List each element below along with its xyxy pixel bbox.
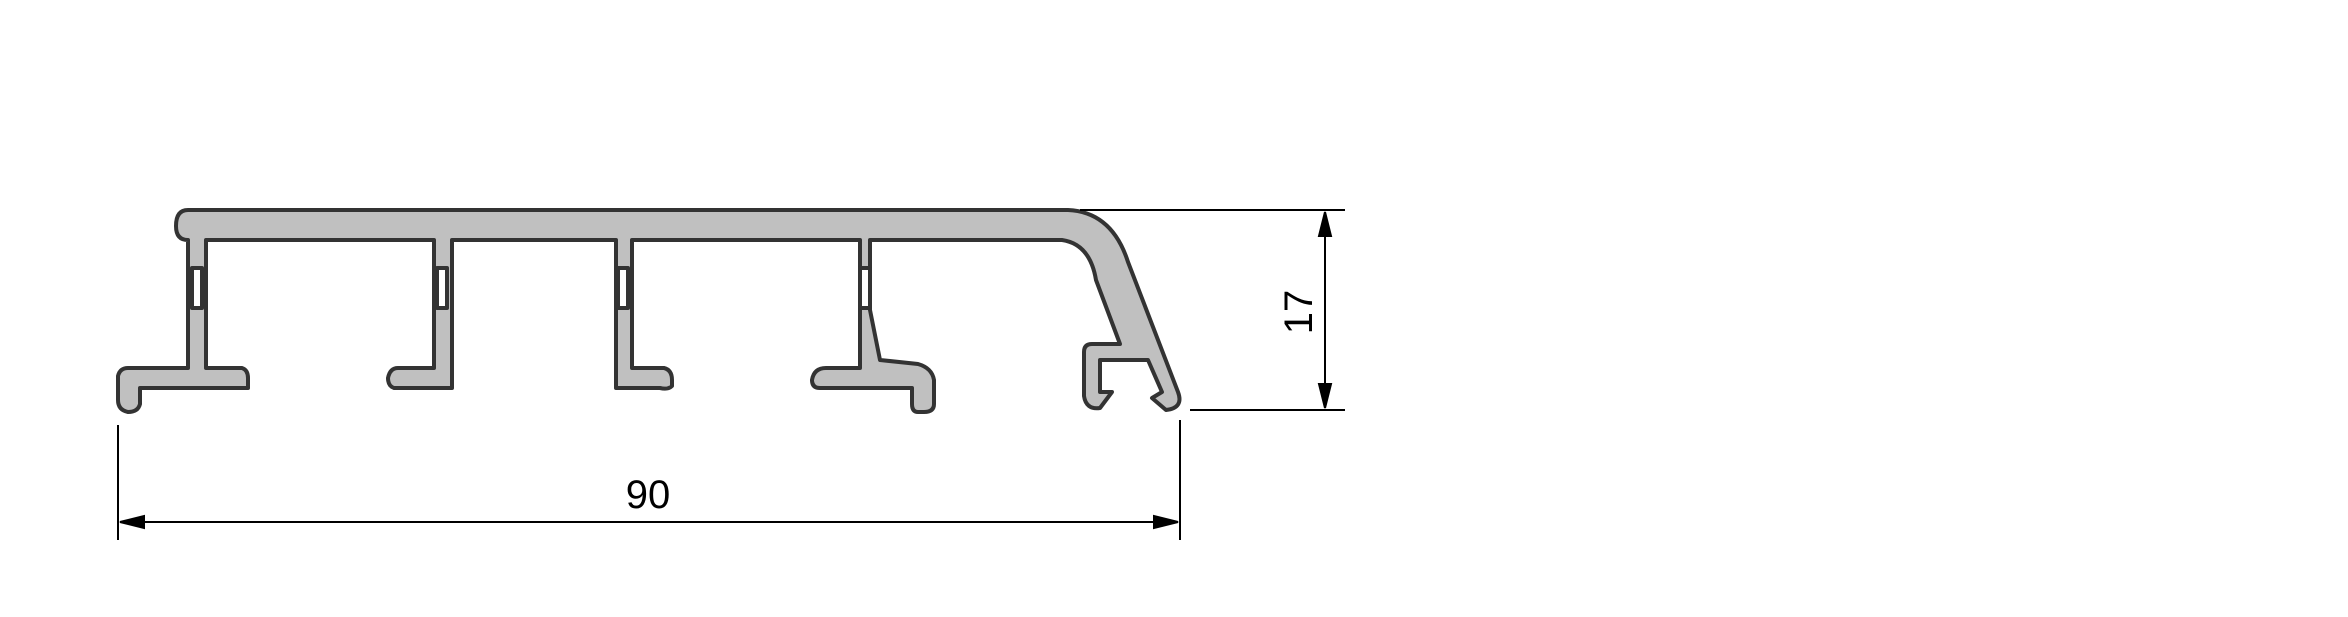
- web-slot-2: [435, 266, 449, 310]
- height-dimension-label: 17: [1277, 290, 1321, 335]
- web-slot-3: [616, 266, 630, 310]
- width-dimension-label: 90: [626, 473, 671, 517]
- width-arrow-right: [1153, 514, 1179, 530]
- height-arrow-bottom: [1317, 383, 1333, 409]
- web-slot-4: [858, 266, 872, 310]
- profile-cross-section: [116, 208, 1182, 414]
- height-dimension: [1080, 209, 1345, 411]
- profile-top-plate: [116, 208, 1182, 414]
- height-arrow-top: [1317, 211, 1333, 237]
- width-arrow-left: [119, 514, 145, 530]
- web-slot-1: [190, 266, 204, 310]
- width-dimension: [117, 420, 1181, 540]
